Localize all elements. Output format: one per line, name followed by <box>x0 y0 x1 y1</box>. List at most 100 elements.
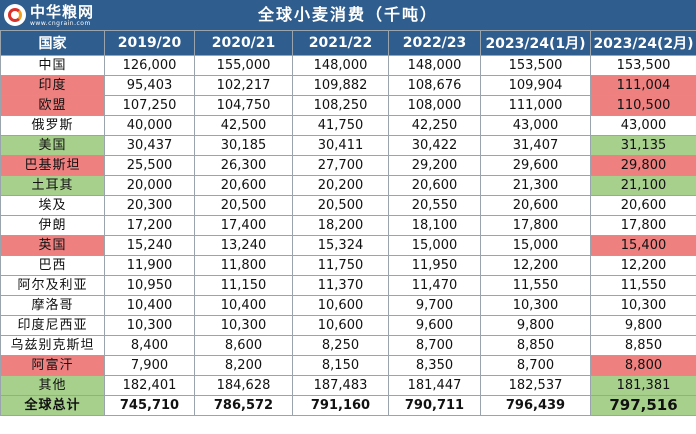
value-cell: 43,000 <box>590 115 696 136</box>
value-cell: 10,300 <box>104 315 195 336</box>
country-cell: 全球总计 <box>0 395 105 416</box>
value-cell: 10,400 <box>104 295 195 316</box>
column-header: 2022/23 <box>388 30 481 56</box>
value-cell: 9,800 <box>480 315 591 336</box>
value-cell: 20,600 <box>194 175 293 196</box>
value-cell: 11,550 <box>480 275 591 296</box>
value-cell: 30,437 <box>104 135 195 156</box>
value-cell: 9,700 <box>388 295 481 316</box>
value-cell: 20,600 <box>388 175 481 196</box>
value-cell: 126,000 <box>104 55 195 76</box>
logo-name: 中华粮网 <box>30 2 95 21</box>
table-title: 全球小麦消费（千吨） <box>257 5 438 24</box>
value-cell: 20,200 <box>292 175 389 196</box>
value-cell: 108,676 <box>388 75 481 96</box>
value-cell: 11,750 <box>292 255 389 276</box>
value-cell: 17,800 <box>480 215 591 236</box>
value-cell: 10,400 <box>194 295 293 316</box>
value-cell: 41,750 <box>292 115 389 136</box>
value-cell: 9,800 <box>590 315 696 336</box>
value-cell: 786,572 <box>194 395 293 416</box>
column-header: 2023/24(1月) <box>480 30 591 56</box>
table-row: 俄罗斯 40,000 42,500 41,750 42,250 43,000 43,000 <box>0 115 696 136</box>
table-row: 中国 126,000 155,000 148,000 148,000 153,500 153… <box>0 55 696 76</box>
value-cell: 8,700 <box>388 335 481 356</box>
value-cell: 8,400 <box>104 335 195 356</box>
value-cell: 30,185 <box>194 135 293 156</box>
country-cell: 伊朗 <box>0 215 105 236</box>
column-header: 2023/24(2月) <box>590 30 696 56</box>
table-row: 欧盟 107,250 104,750 108,250 108,000 111,000 110… <box>0 95 696 116</box>
value-cell: 20,600 <box>590 195 696 216</box>
value-cell: 20,000 <box>104 175 195 196</box>
value-cell: 9,600 <box>388 315 481 336</box>
country-cell: 英国 <box>0 235 105 256</box>
wheat-consumption-table: 国家 2019/20 2020/21 2021/22 2022/23 2023/24(1月… <box>0 30 696 416</box>
country-cell: 土耳其 <box>0 175 105 196</box>
value-cell: 15,000 <box>480 235 591 256</box>
value-cell: 8,800 <box>590 355 696 376</box>
country-cell: 其他 <box>0 375 105 396</box>
value-cell: 15,400 <box>590 235 696 256</box>
title-bar: 中华粮网 www.cngrain.com 全球小麦消费（千吨） <box>0 0 696 30</box>
table-row: 阿尔及利亚 10,950 11,150 11,370 11,470 11,550 11,55… <box>0 275 696 296</box>
value-cell: 42,250 <box>388 115 481 136</box>
value-cell: 31,407 <box>480 135 591 156</box>
value-cell: 27,700 <box>292 155 389 176</box>
value-cell: 148,000 <box>292 55 389 76</box>
country-cell: 摩洛哥 <box>0 295 105 316</box>
table-body: 中国 126,000 155,000 148,000 148,000 153,500 153… <box>0 55 696 416</box>
value-cell: 7,900 <box>104 355 195 376</box>
value-cell: 153,500 <box>590 55 696 76</box>
value-cell: 12,200 <box>480 255 591 276</box>
value-cell: 745,710 <box>104 395 195 416</box>
table-row: 印度 95,403 102,217 109,882 108,676 109,904 111,… <box>0 75 696 96</box>
column-header: 2019/20 <box>104 30 195 56</box>
column-header: 国家 <box>0 30 105 56</box>
value-cell: 17,800 <box>590 215 696 236</box>
value-cell: 8,600 <box>194 335 293 356</box>
table-row: 其他 182,401 184,628 187,483 181,447 182,537 181… <box>0 375 696 396</box>
value-cell: 11,800 <box>194 255 293 276</box>
value-cell: 17,400 <box>194 215 293 236</box>
country-cell: 乌兹别克斯坦 <box>0 335 105 356</box>
value-cell: 40,000 <box>104 115 195 136</box>
value-cell: 796,439 <box>480 395 591 416</box>
value-cell: 109,904 <box>480 75 591 96</box>
value-cell: 30,422 <box>388 135 481 156</box>
value-cell: 107,250 <box>104 95 195 116</box>
value-cell: 18,200 <box>292 215 389 236</box>
table-row: 巴基斯坦 25,500 26,300 27,700 29,200 29,600 29,800 <box>0 155 696 176</box>
value-cell: 108,000 <box>388 95 481 116</box>
logo: 中华粮网 www.cngrain.com <box>4 3 94 27</box>
country-cell: 印度 <box>0 75 105 96</box>
value-cell: 155,000 <box>194 55 293 76</box>
value-cell: 184,628 <box>194 375 293 396</box>
value-cell: 15,000 <box>388 235 481 256</box>
value-cell: 10,300 <box>590 295 696 316</box>
value-cell: 42,500 <box>194 115 293 136</box>
total-row: 全球总计 745,710 786,572 791,160 790,711 796,439 7… <box>0 395 696 416</box>
table-row: 英国 15,240 13,240 15,324 15,000 15,000 15,400 <box>0 235 696 256</box>
value-cell: 102,217 <box>194 75 293 96</box>
value-cell: 29,200 <box>388 155 481 176</box>
value-cell: 43,000 <box>480 115 591 136</box>
header-row: 国家 2019/20 2020/21 2021/22 2022/23 2023/24(1月… <box>0 30 696 56</box>
value-cell: 20,500 <box>194 195 293 216</box>
value-cell: 11,370 <box>292 275 389 296</box>
value-cell: 30,411 <box>292 135 389 156</box>
value-cell: 18,100 <box>388 215 481 236</box>
value-cell: 11,150 <box>194 275 293 296</box>
value-cell: 20,550 <box>388 195 481 216</box>
table-row: 埃及 20,300 20,500 20,500 20,550 20,600 20,600 <box>0 195 696 216</box>
value-cell: 21,300 <box>480 175 591 196</box>
value-cell: 10,300 <box>480 295 591 316</box>
value-cell: 11,550 <box>590 275 696 296</box>
value-cell: 31,135 <box>590 135 696 156</box>
value-cell: 104,750 <box>194 95 293 116</box>
value-cell: 181,381 <box>590 375 696 396</box>
value-cell: 797,516 <box>590 395 696 416</box>
value-cell: 20,500 <box>292 195 389 216</box>
column-header: 2020/21 <box>194 30 293 56</box>
